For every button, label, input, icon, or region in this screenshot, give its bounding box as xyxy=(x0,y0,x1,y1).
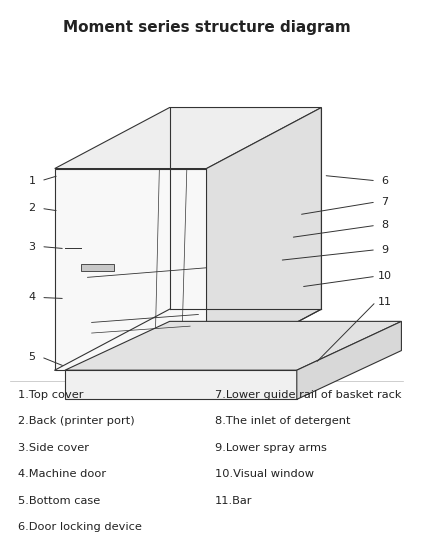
Text: 11: 11 xyxy=(378,297,392,307)
Text: 9: 9 xyxy=(382,245,388,255)
Text: 3: 3 xyxy=(29,242,36,251)
Text: 7.Lower guide rail of basket rack: 7.Lower guide rail of basket rack xyxy=(215,390,401,400)
Text: 1.Top cover: 1.Top cover xyxy=(18,390,83,400)
Polygon shape xyxy=(297,322,402,399)
Polygon shape xyxy=(55,168,207,370)
Text: 2.Back (printer port): 2.Back (printer port) xyxy=(18,416,135,426)
Text: 11.Bar: 11.Bar xyxy=(215,496,252,506)
Text: 7: 7 xyxy=(382,197,388,207)
Polygon shape xyxy=(207,108,321,370)
Polygon shape xyxy=(65,370,297,399)
Polygon shape xyxy=(55,108,321,168)
Text: 6: 6 xyxy=(382,176,388,186)
Text: 8: 8 xyxy=(382,220,388,230)
Text: 5: 5 xyxy=(29,352,36,362)
Text: 3.Side cover: 3.Side cover xyxy=(18,443,89,453)
Text: 1: 1 xyxy=(29,176,36,186)
Text: 4: 4 xyxy=(28,293,36,302)
Text: 2: 2 xyxy=(28,203,36,213)
Polygon shape xyxy=(65,322,402,370)
Text: Moment series structure diagram: Moment series structure diagram xyxy=(62,20,350,35)
Text: 4.Machine door: 4.Machine door xyxy=(18,470,106,479)
Text: 10.Visual window: 10.Visual window xyxy=(215,470,314,479)
Text: 6.Door locking device: 6.Door locking device xyxy=(18,523,142,532)
Text: 5.Bottom case: 5.Bottom case xyxy=(18,496,100,506)
Text: 10: 10 xyxy=(378,271,392,281)
Polygon shape xyxy=(81,264,114,271)
Text: 9.Lower spray arms: 9.Lower spray arms xyxy=(215,443,326,453)
Text: 8.The inlet of detergent: 8.The inlet of detergent xyxy=(215,416,350,426)
